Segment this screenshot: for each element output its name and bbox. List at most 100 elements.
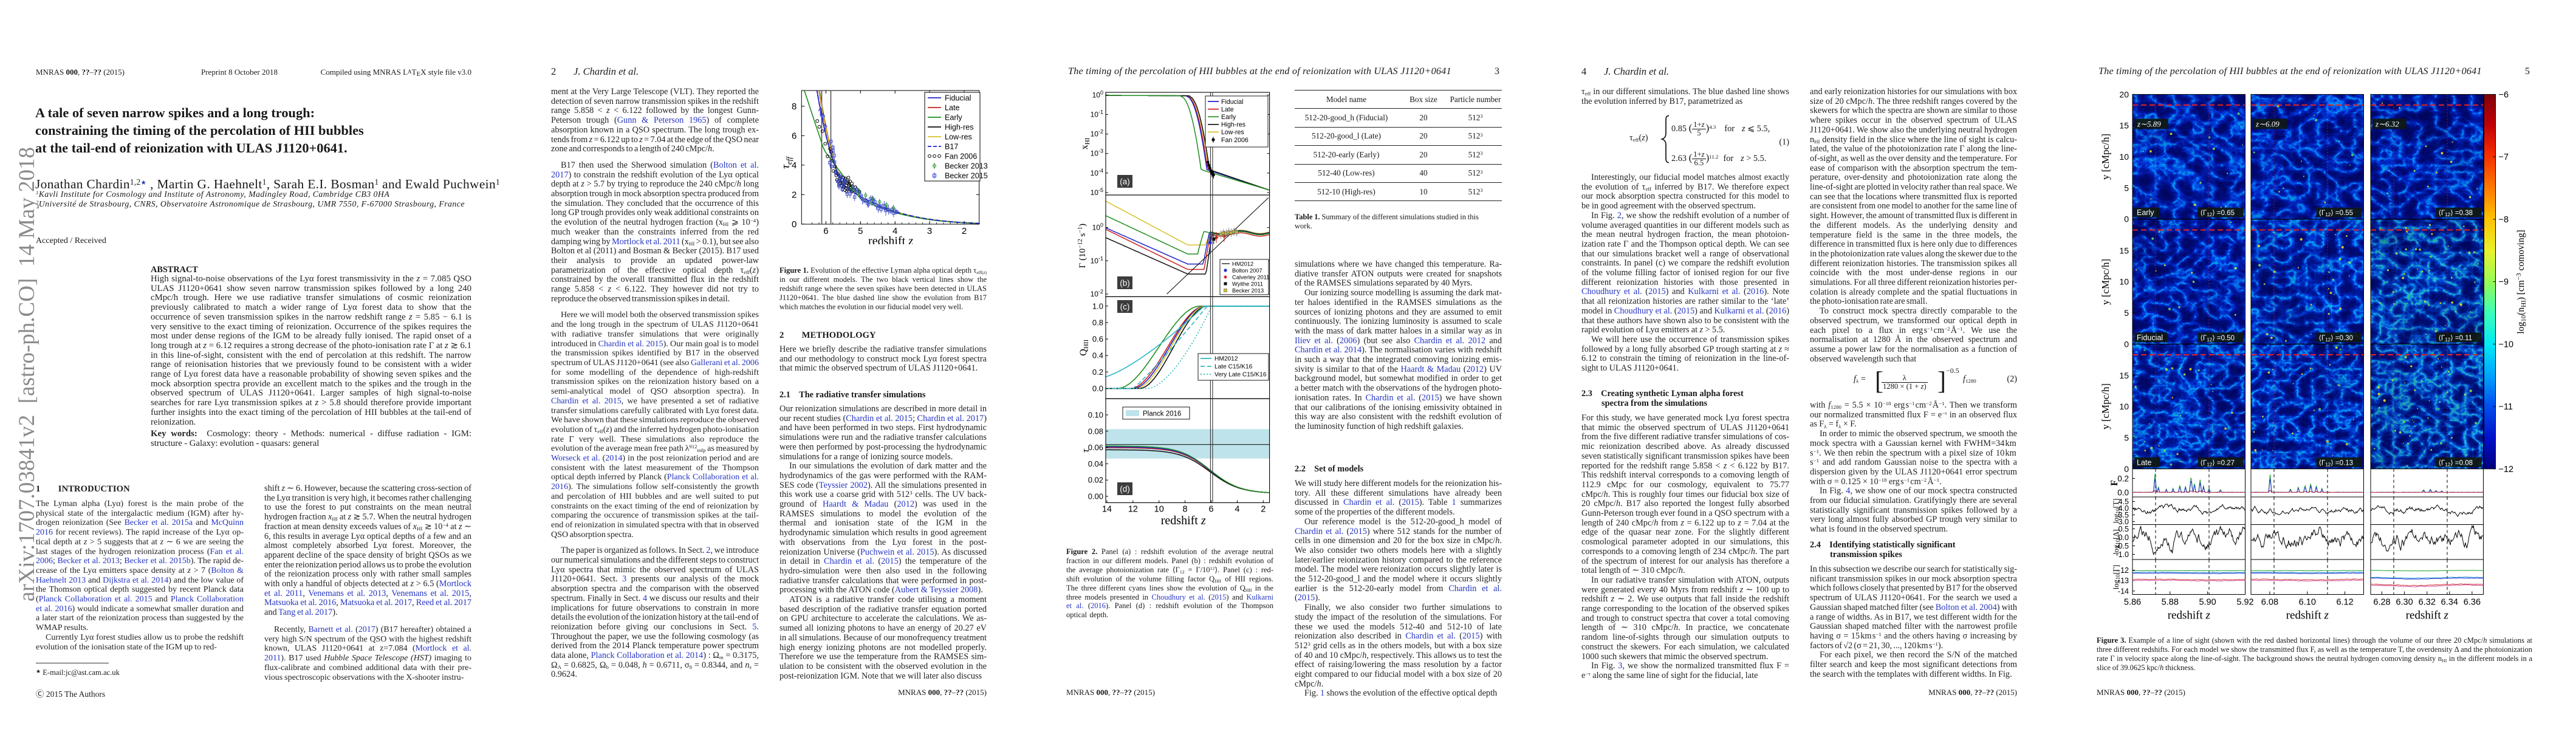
svg-text:10: 10 xyxy=(2119,277,2129,287)
svg-text:Early: Early xyxy=(1221,114,1236,121)
svg-text:0: 0 xyxy=(2124,464,2129,474)
svg-text:10-2: 10-2 xyxy=(1091,129,1103,139)
svg-text:⟨Γ12⟩ =0.30: ⟨Γ12⟩ =0.30 xyxy=(2319,334,2354,343)
svg-text:0: 0 xyxy=(792,219,796,230)
svg-text:5.92: 5.92 xyxy=(2236,598,2253,608)
svg-text:−9: −9 xyxy=(2499,278,2509,287)
svg-text:6: 6 xyxy=(823,226,828,236)
svg-text:-0.5: -0.5 xyxy=(2115,542,2129,550)
svg-text:6: 6 xyxy=(1208,505,1213,515)
svg-text:High-res: High-res xyxy=(945,123,974,132)
svg-text:5: 5 xyxy=(858,226,863,236)
svg-text:−12: −12 xyxy=(2499,465,2514,474)
svg-text:4.5: 4.5 xyxy=(2119,498,2129,506)
svg-text:log10[Δ]: log10[Δ] xyxy=(2112,529,2121,554)
svg-text:HM2012: HM2012 xyxy=(1214,356,1238,363)
svg-text:4: 4 xyxy=(892,226,897,236)
svg-text:100: 100 xyxy=(1092,222,1103,232)
svg-text:5.86: 5.86 xyxy=(2124,598,2141,608)
svg-text:z∼5.89: z∼5.89 xyxy=(2137,119,2161,128)
svg-text:0.02: 0.02 xyxy=(1088,476,1103,485)
svg-text:redshift z: redshift z xyxy=(868,234,913,244)
svg-text:z∼6.32: z∼6.32 xyxy=(2375,119,2399,128)
svg-text:15: 15 xyxy=(2119,371,2129,380)
svg-text:⟨Γ12⟩ =0.65: ⟨Γ12⟩ =0.65 xyxy=(2201,209,2235,217)
svg-text:8: 8 xyxy=(792,101,796,112)
svg-text:5.88: 5.88 xyxy=(2162,598,2179,608)
svg-text:(a): (a) xyxy=(1120,177,1130,187)
svg-text:12: 12 xyxy=(1128,505,1138,515)
svg-text:10-1: 10-1 xyxy=(1091,109,1103,119)
svg-text:3.0: 3.0 xyxy=(2119,518,2129,526)
svg-text:(c): (c) xyxy=(1120,303,1130,312)
svg-text:⟨Γ12⟩ =0.13: ⟨Γ12⟩ =0.13 xyxy=(2319,459,2354,467)
svg-text:0.4: 0.4 xyxy=(1092,351,1103,360)
svg-text:⟨Γ12⟩ =0.38: ⟨Γ12⟩ =0.38 xyxy=(2439,209,2473,217)
svg-text:y [cMpc/h]: y [cMpc/h] xyxy=(2100,383,2111,430)
svg-text:6.30: 6.30 xyxy=(2396,598,2413,608)
svg-text:Fan 2006: Fan 2006 xyxy=(1221,137,1249,144)
svg-text:Bolton 2007: Bolton 2007 xyxy=(1232,267,1262,273)
svg-text:−6: −6 xyxy=(2499,90,2509,100)
svg-text:redshift z: redshift z xyxy=(2286,609,2329,622)
svg-text:Fiducial: Fiducial xyxy=(945,94,971,103)
svg-text:2: 2 xyxy=(792,190,796,200)
svg-text:(b): (b) xyxy=(1120,279,1130,288)
svg-text:z∼6.09: z∼6.09 xyxy=(2255,119,2280,128)
svg-text:log10[Γ]: log10[Γ] xyxy=(2112,565,2121,590)
svg-text:0.5: 0.5 xyxy=(2119,525,2129,533)
svg-text:Wyithe 2011: Wyithe 2011 xyxy=(1232,281,1263,287)
svg-text:redshift z: redshift z xyxy=(1161,514,1206,527)
svg-text:14: 14 xyxy=(1102,505,1112,515)
svg-text:-1.0: -1.0 xyxy=(2115,550,2129,559)
svg-text:Fan 2006: Fan 2006 xyxy=(945,152,977,161)
svg-text:⟨Γ12⟩ =0.27: ⟨Γ12⟩ =0.27 xyxy=(2201,459,2235,467)
svg-text:Fiducial: Fiducial xyxy=(1221,98,1244,106)
svg-text:−11: −11 xyxy=(2499,402,2513,412)
svg-text:Low-res: Low-res xyxy=(945,133,972,142)
svg-text:0.08: 0.08 xyxy=(1088,426,1103,436)
svg-text:y [cMpc/h]: y [cMpc/h] xyxy=(2100,259,2111,305)
svg-text:3: 3 xyxy=(927,226,932,236)
svg-text:10-1: 10-1 xyxy=(1091,255,1103,265)
svg-text:0.2: 0.2 xyxy=(2117,474,2129,484)
svg-text:Becker 2015: Becker 2015 xyxy=(945,172,988,180)
svg-text:6.34: 6.34 xyxy=(2441,598,2458,608)
svg-text:QHII: QHII xyxy=(1078,340,1090,356)
svg-text:Late: Late xyxy=(2137,458,2151,467)
svg-text:Late C15/K16: Late C15/K16 xyxy=(1214,364,1253,371)
svg-text:Γ (10−12 s−1): Γ (10−12 s−1) xyxy=(1077,224,1088,268)
svg-text:0.10: 0.10 xyxy=(1088,411,1103,420)
svg-text:6.32: 6.32 xyxy=(2419,598,2436,608)
svg-text:0.0: 0.0 xyxy=(1092,384,1103,393)
svg-text:6.08: 6.08 xyxy=(2261,598,2278,608)
svg-text:τ: τ xyxy=(1080,448,1091,453)
svg-text:10-2: 10-2 xyxy=(1091,289,1103,298)
svg-text:(d): (d) xyxy=(1120,485,1130,494)
svg-text:F: F xyxy=(2109,480,2120,486)
svg-text:-13: -13 xyxy=(2118,577,2129,585)
svg-text:0.00: 0.00 xyxy=(1088,492,1103,501)
svg-text:6.28: 6.28 xyxy=(2373,598,2390,608)
svg-text:6.10: 6.10 xyxy=(2299,598,2316,608)
svg-text:Low-res: Low-res xyxy=(1221,129,1244,136)
svg-text:20: 20 xyxy=(2119,89,2129,99)
svg-text:4.0: 4.0 xyxy=(2119,504,2129,513)
svg-text:log10[T]: log10[T] xyxy=(2112,499,2121,524)
svg-text:xHI: xHI xyxy=(1080,137,1091,149)
svg-text:0.6: 0.6 xyxy=(1092,335,1103,344)
svg-text:6: 6 xyxy=(792,131,796,141)
svg-text:redshift z: redshift z xyxy=(2168,609,2211,622)
svg-text:10: 10 xyxy=(2119,152,2129,162)
svg-text:⟨Γ12⟩ =0.11: ⟨Γ12⟩ =0.11 xyxy=(2439,334,2473,343)
svg-text:Late: Late xyxy=(1221,106,1234,113)
svg-text:6.12: 6.12 xyxy=(2336,598,2353,608)
svg-text:τeff: τeff xyxy=(779,156,793,169)
svg-text:10-3: 10-3 xyxy=(1091,148,1103,158)
svg-text:10-4: 10-4 xyxy=(1091,168,1103,177)
svg-text:Becker 2013: Becker 2013 xyxy=(1232,287,1264,293)
svg-text:Planck 2016: Planck 2016 xyxy=(1143,411,1181,418)
svg-text:HM2012: HM2012 xyxy=(1232,261,1253,267)
svg-text:0.0: 0.0 xyxy=(2117,488,2129,498)
svg-text:5: 5 xyxy=(2124,433,2129,443)
